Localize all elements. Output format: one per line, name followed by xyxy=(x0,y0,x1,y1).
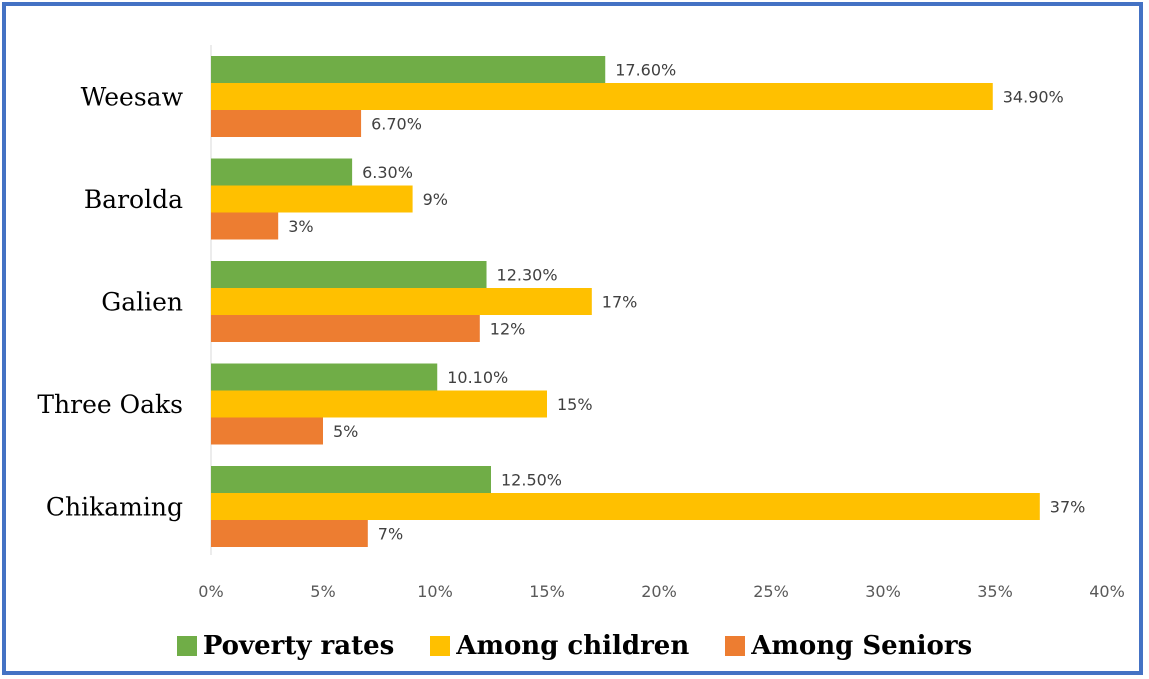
data-label-weesaw-poverty-rates: 17.60% xyxy=(615,61,676,80)
category-label-weesaw: Weesaw xyxy=(81,83,184,112)
x-tick-label: 25% xyxy=(753,582,789,601)
bar-galien-among-children xyxy=(211,288,592,315)
legend-item-among-seniors: Among Seniors xyxy=(725,631,972,661)
legend-item-among-children: Among children xyxy=(430,631,689,661)
data-label-weesaw-among-children: 34.90% xyxy=(1003,88,1064,107)
bar-barolda-among-children xyxy=(211,185,413,213)
data-label-chikaming-poverty-rates: 12.50% xyxy=(501,471,562,490)
category-label-chikaming: Chikaming xyxy=(46,493,183,522)
data-label-galien-poverty-rates: 12.30% xyxy=(497,266,558,285)
x-tick-label: 5% xyxy=(310,582,335,601)
bar-chikaming-among-children xyxy=(211,493,1040,520)
data-label-three-oaks-poverty-rates: 10.10% xyxy=(447,368,508,387)
bar-three-oaks-among-children xyxy=(211,390,547,418)
category-label-three-oaks: Three Oaks xyxy=(37,390,183,419)
bar-weesaw-among-children xyxy=(211,83,993,110)
x-tick-label: 35% xyxy=(977,582,1013,601)
data-label-galien-among-children: 17% xyxy=(602,293,638,312)
x-tick-label: 20% xyxy=(641,582,677,601)
x-tick-label: 0% xyxy=(198,582,223,601)
data-label-three-oaks-among-seniors: 5% xyxy=(333,422,358,441)
chart-legend: Poverty rates Among children Among Senio… xyxy=(0,628,1149,664)
data-label-chikaming-among-children: 37% xyxy=(1050,498,1086,517)
bar-galien-poverty-rates xyxy=(211,261,487,288)
data-label-three-oaks-among-children: 15% xyxy=(557,395,593,414)
legend-swatch-among-seniors xyxy=(725,636,746,656)
bar-chikaming-among-seniors xyxy=(211,520,368,547)
data-label-chikaming-among-seniors: 7% xyxy=(378,525,403,544)
bar-barolda-among-seniors xyxy=(211,212,279,240)
bar-barolda-poverty-rates xyxy=(211,158,353,186)
legend-label-among-seniors: Among Seniors xyxy=(751,631,973,661)
legend-label-among-children: Among children xyxy=(456,631,690,661)
bar-weesaw-among-seniors xyxy=(211,110,362,137)
data-label-weesaw-among-seniors: 6.70% xyxy=(371,115,422,134)
bar-chart: Weesaw Barolda Galien Three Oaks Chikaming 1… xyxy=(37,45,1125,601)
category-label-barolda: Barolda xyxy=(84,185,183,214)
x-tick-label: 15% xyxy=(529,582,565,601)
bar-weesaw-poverty-rates xyxy=(211,56,606,83)
bar-three-oaks-among-seniors xyxy=(211,417,323,445)
x-tick-label: 40% xyxy=(1089,582,1125,601)
data-label-galien-among-seniors: 12% xyxy=(490,320,526,339)
data-label-barolda-poverty-rates: 6.30% xyxy=(362,163,413,182)
data-label-barolda-among-children: 9% xyxy=(423,190,448,209)
category-label-galien: Galien xyxy=(101,288,183,317)
bar-three-oaks-poverty-rates xyxy=(211,363,438,391)
legend-swatch-poverty-rates xyxy=(176,636,197,656)
x-tick-label: 30% xyxy=(865,582,901,601)
legend-swatch-among-children xyxy=(430,636,451,656)
legend-item-poverty-rates: Poverty rates xyxy=(176,631,395,661)
bar-chikaming-poverty-rates xyxy=(211,466,491,493)
bar-galien-among-seniors xyxy=(211,315,480,342)
x-tick-label: 10% xyxy=(417,582,453,601)
legend-label-poverty-rates: Poverty rates xyxy=(202,631,395,661)
data-label-barolda-among-seniors: 3% xyxy=(288,217,313,236)
